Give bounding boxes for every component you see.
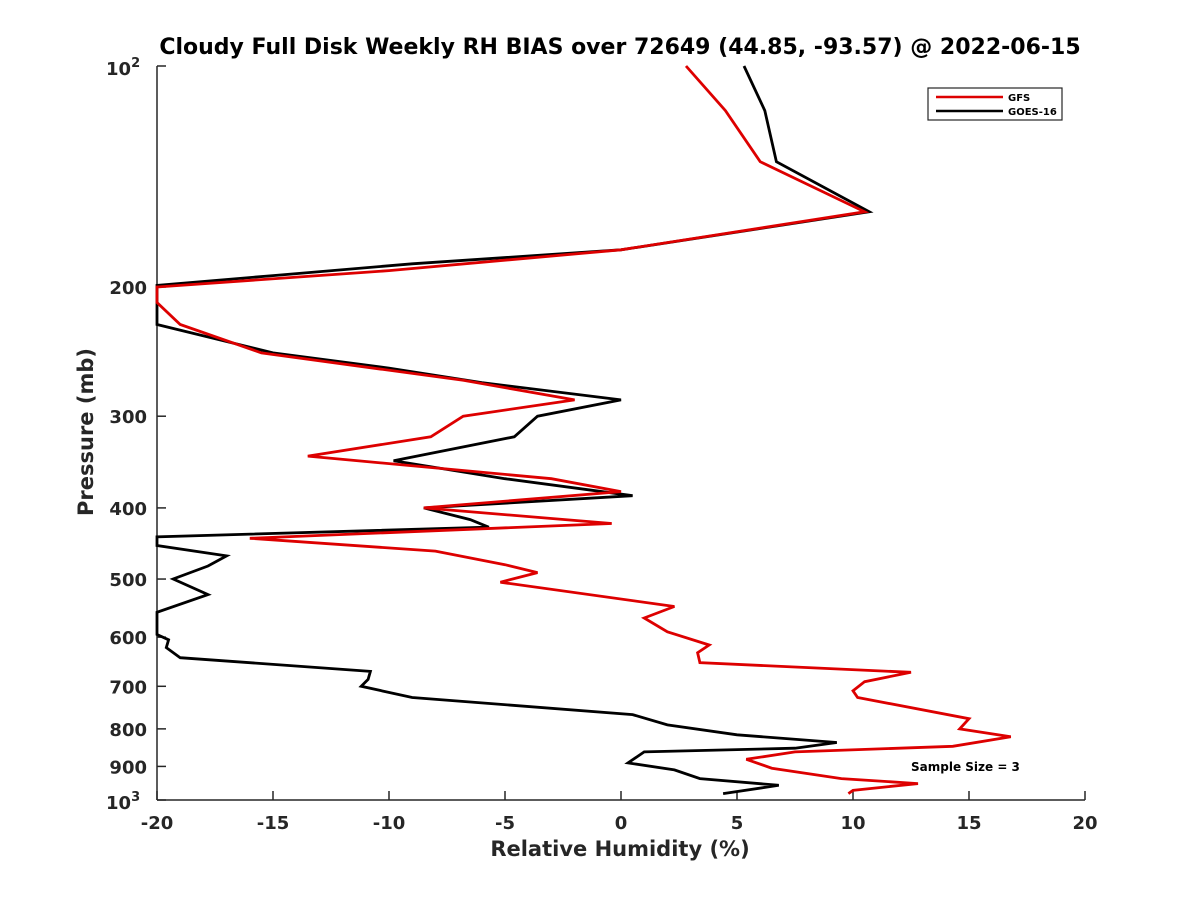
x-tick-label: 5 xyxy=(731,813,744,834)
y-tick-label: 200 xyxy=(109,278,147,299)
x-tick-label: 0 xyxy=(615,813,628,834)
y-tick-exponent: 2 xyxy=(131,56,140,71)
y-axis-label: Pressure (mb) xyxy=(74,348,98,516)
y-tick-label: 500 xyxy=(109,570,147,591)
legend: GFS GOES-16 xyxy=(927,87,1063,121)
legend-box xyxy=(927,87,1063,121)
x-tick-label: -20 xyxy=(141,813,174,834)
legend-label: GOES-16 xyxy=(1008,107,1057,118)
sample-size-annotation: Sample Size = 3 xyxy=(911,760,1020,774)
y-tick-label: 700 xyxy=(109,677,147,698)
y-tick-label: 900 xyxy=(109,757,147,778)
y-tick-label: 102 xyxy=(106,56,140,80)
plot-area: -20 -15 -10 -5 0 5 10 15 20102200300400500600700… xyxy=(106,56,1098,834)
series-line-goes-16 xyxy=(155,65,874,795)
x-tick-label: 15 xyxy=(956,813,981,834)
y-tick-base: 10 xyxy=(106,59,131,80)
y-tick-label: 300 xyxy=(109,407,147,428)
x-tick-label: -10 xyxy=(373,813,406,834)
x-axis-label: Relative Humidity (%) xyxy=(490,837,749,861)
x-tick-label: 20 xyxy=(1072,813,1097,834)
x-tick-label: -5 xyxy=(495,813,515,834)
series-line-gfs xyxy=(155,65,1012,795)
y-tick-base: 10 xyxy=(106,793,131,814)
y-tick-label: 800 xyxy=(109,720,147,741)
y-tick-label: 600 xyxy=(109,628,147,649)
x-tick-label: 10 xyxy=(840,813,865,834)
chart-title: Cloudy Full Disk Weekly RH BIAS over 726… xyxy=(159,35,1080,60)
legend-label: GFS xyxy=(1008,93,1030,104)
y-tick-label: 400 xyxy=(109,499,147,520)
y-tick-label: 103 xyxy=(106,790,140,814)
y-tick-exponent: 3 xyxy=(131,790,140,805)
x-tick-label: -15 xyxy=(257,813,290,834)
